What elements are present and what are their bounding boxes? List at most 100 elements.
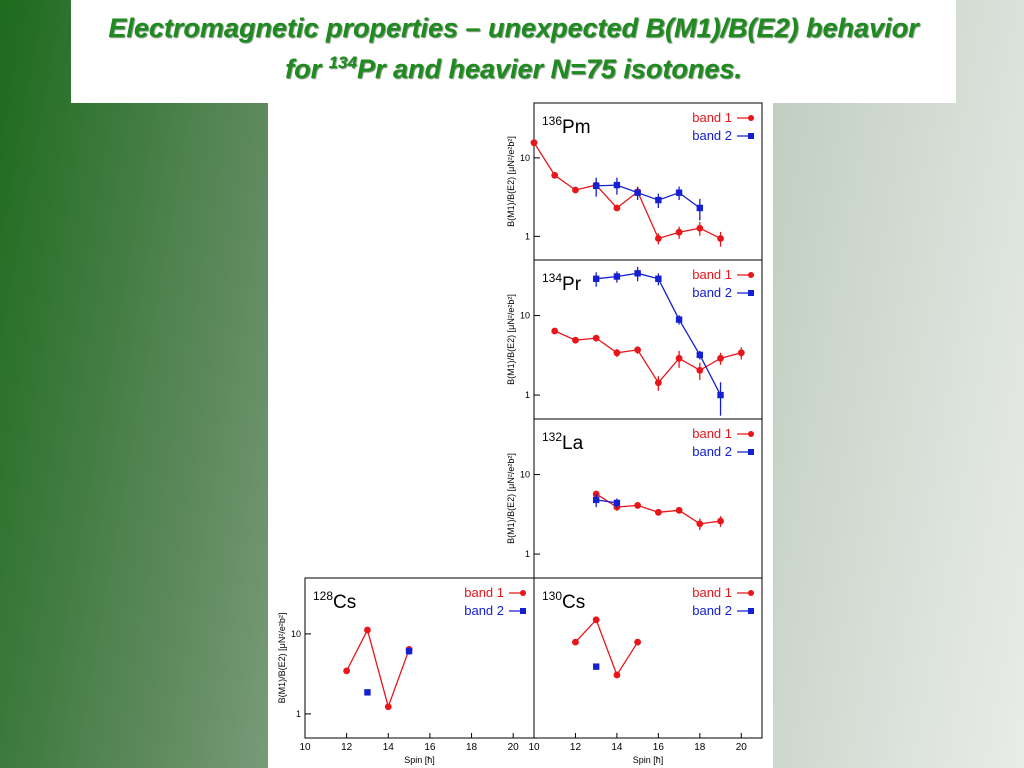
data-point xyxy=(551,171,559,179)
x-tick-label: 18 xyxy=(466,742,478,753)
title-text: Pr and heavier N=75 isotones. xyxy=(356,54,742,84)
y-tick-label: 10 xyxy=(520,153,530,163)
data-point xyxy=(717,391,724,399)
x-tick-label: 14 xyxy=(383,742,395,753)
nucleus-mass: 130 xyxy=(542,589,562,603)
series-line xyxy=(596,499,618,504)
x-tick-label: 16 xyxy=(653,742,665,753)
data-point xyxy=(613,273,621,280)
y-axis-label: B(M1)/B(E2) [μN²/e²b²] xyxy=(506,136,516,227)
legend-marker xyxy=(748,272,754,278)
x-tick-label: 10 xyxy=(299,742,311,753)
nucleus-mass: 128 xyxy=(313,589,333,603)
data-point xyxy=(592,334,600,342)
y-axis-label: B(M1)/B(E2) [μN²/e²b²] xyxy=(277,613,287,704)
data-point xyxy=(364,689,371,696)
legend-marker xyxy=(748,608,754,614)
y-tick-label: 1 xyxy=(296,709,301,719)
title-superscript: 134 xyxy=(328,53,357,72)
legend-label: band 1 xyxy=(464,585,504,600)
nucleus-element: La xyxy=(562,433,584,454)
title-box: Electromagnetic properties – unexpected … xyxy=(71,0,956,103)
legend-label: band 1 xyxy=(692,585,732,600)
series-line xyxy=(574,618,639,677)
legend-marker xyxy=(520,590,526,596)
legend-label: band 2 xyxy=(692,128,732,143)
data-point xyxy=(634,346,642,354)
nucleus-element: Cs xyxy=(333,592,356,613)
legend-label: band 1 xyxy=(692,426,732,441)
data-point xyxy=(613,181,621,189)
nucleus-label: 130Cs xyxy=(542,589,585,613)
data-point xyxy=(634,270,641,277)
figure-background xyxy=(268,103,773,768)
x-tick-label: 14 xyxy=(611,742,623,753)
nucleus-label: 136Pm xyxy=(542,114,591,138)
legend-label: band 1 xyxy=(692,110,732,125)
data-point xyxy=(364,626,371,634)
nucleus-label: 128Cs xyxy=(313,589,356,613)
nucleus-label: 134Pr xyxy=(542,271,582,295)
plot-frame xyxy=(533,577,763,739)
data-point xyxy=(717,235,724,242)
legend-marker xyxy=(520,608,526,614)
legend-label: band 1 xyxy=(692,267,732,282)
x-tick-label: 12 xyxy=(341,742,353,753)
data-point xyxy=(696,351,704,359)
data-point xyxy=(592,275,600,283)
legend-marker xyxy=(748,133,754,139)
data-point xyxy=(696,224,704,232)
y-tick-label: 1 xyxy=(525,549,530,559)
nucleus-mass: 136 xyxy=(542,114,562,128)
data-point xyxy=(613,671,621,679)
data-point xyxy=(613,499,621,507)
nucleus-mass: 132 xyxy=(542,430,562,444)
legend-label: band 2 xyxy=(464,603,504,618)
data-point xyxy=(717,517,724,525)
data-point xyxy=(675,228,683,236)
x-tick-label: 18 xyxy=(694,742,706,753)
data-point xyxy=(592,496,600,504)
data-point xyxy=(551,327,559,335)
x-tick-label: 12 xyxy=(570,742,582,753)
y-tick-label: 10 xyxy=(291,629,301,639)
title-line-1: Electromagnetic properties – unexpected … xyxy=(108,13,919,43)
data-point xyxy=(613,349,621,357)
data-point xyxy=(654,235,662,242)
x-tick-label: 20 xyxy=(736,742,748,753)
data-point xyxy=(634,638,642,646)
data-point xyxy=(343,667,351,675)
data-point xyxy=(654,508,662,516)
data-point xyxy=(592,663,600,670)
data-point xyxy=(675,354,683,362)
nucleus-element: Cs xyxy=(562,592,585,613)
data-point xyxy=(675,189,683,196)
data-point xyxy=(634,501,642,509)
title-line-2: for 134Pr and heavier N=75 isotones. xyxy=(71,48,956,84)
data-point xyxy=(696,366,704,374)
data-point xyxy=(405,647,413,655)
legend-marker xyxy=(748,290,754,296)
series-line xyxy=(346,628,410,709)
legend-marker xyxy=(748,115,754,121)
data-point xyxy=(592,616,600,624)
nucleus-element: Pr xyxy=(562,274,582,295)
series-line xyxy=(596,184,701,209)
legend-label: band 2 xyxy=(692,603,732,618)
y-tick-label: 1 xyxy=(525,231,530,241)
y-axis-label: B(M1)/B(E2) [μN²/e²b²] xyxy=(506,453,516,544)
nucleus-mass: 134 xyxy=(542,271,562,285)
series-line xyxy=(533,142,721,240)
y-tick-label: 10 xyxy=(520,311,530,321)
data-point xyxy=(717,354,724,362)
data-point xyxy=(696,204,704,212)
legend-marker xyxy=(748,449,754,455)
y-tick-label: 10 xyxy=(520,470,530,480)
x-axis-label: Spin [ħ] xyxy=(633,755,664,765)
data-point xyxy=(675,506,683,514)
legend-marker xyxy=(748,590,754,596)
data-point xyxy=(572,336,579,344)
legend-marker xyxy=(748,431,754,437)
data-point xyxy=(737,349,745,357)
